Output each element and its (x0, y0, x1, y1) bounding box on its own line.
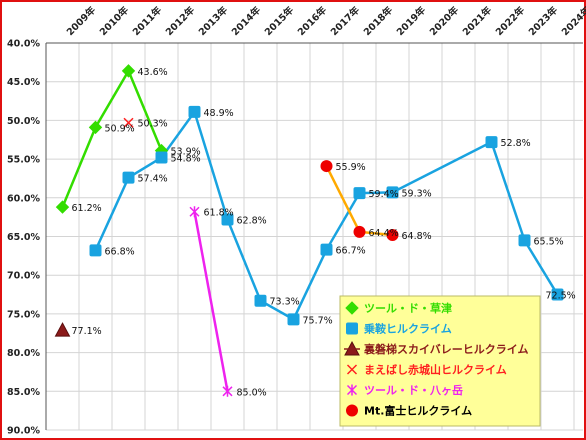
circle-marker (320, 160, 333, 173)
data-label: 54.8% (171, 154, 201, 165)
square-marker (122, 171, 135, 184)
data-label: 59.3% (402, 188, 432, 199)
square-marker (485, 136, 498, 149)
y-tick-label: 45.0% (7, 77, 40, 88)
triangle-marker (54, 322, 71, 337)
legend-entry-label: 裏磐梯スカイバレーヒルクライム (363, 342, 529, 356)
star-marker (346, 384, 358, 396)
square-marker (89, 244, 102, 257)
series-line (61, 68, 163, 208)
data-label: 50.9% (105, 123, 135, 134)
y-tick-label: 80.0% (7, 348, 40, 359)
y-tick-label: 75.0% (7, 309, 40, 320)
square-marker (254, 294, 267, 307)
square-marker (155, 151, 168, 164)
data-label: 53.9% (171, 147, 201, 158)
data-label: 57.4% (138, 174, 168, 185)
square-marker (188, 105, 201, 118)
data-label: 59.4% (369, 189, 399, 200)
legend: ツール・ド・草津乗鞍ヒルクライム裏磐梯スカイバレーヒルクライムまえばし赤城山ヒル… (339, 295, 541, 427)
square-marker (551, 288, 564, 301)
x-marker (123, 117, 134, 128)
data-label: 50.3% (138, 119, 168, 130)
data-label: 64.4% (369, 228, 399, 239)
data-label: 43.6% (138, 67, 168, 78)
legend-entry-label: ツール・ド・草津 (364, 301, 452, 315)
y-tick-label: 50.0% (7, 116, 40, 127)
circle-marker (353, 225, 366, 238)
data-label: 72.5% (546, 291, 576, 302)
y-tick-label: 70.0% (7, 271, 40, 282)
y-tick-label: 40.0% (7, 39, 40, 50)
square-marker (221, 213, 234, 226)
data-label: 55.9% (336, 162, 366, 173)
square-marker (320, 243, 333, 256)
square-marker (353, 187, 366, 200)
star-marker (189, 206, 200, 218)
data-labels: 61.2% 50.9% 43.6% 53.9% 66.8% 57.4%54.8% 48.9%… (72, 67, 576, 398)
y-tick-label: 90.0% (7, 426, 40, 437)
data-label: 73.3% (270, 297, 300, 308)
data-label: 61.2% (72, 203, 102, 214)
data-label: 85.0% (237, 387, 267, 398)
legend-box (339, 295, 541, 427)
y-tick-label: 85.0% (7, 387, 40, 398)
series-markers (54, 64, 564, 397)
circle-marker (386, 228, 399, 241)
data-label: 62.8% (237, 215, 267, 226)
square-marker (287, 313, 300, 326)
legend-entry-label: Mt.富士ヒルクライム (364, 404, 472, 418)
square-marker (386, 186, 399, 199)
data-label: 48.9% (204, 108, 234, 119)
diamond-marker (121, 64, 136, 78)
diamond-marker (345, 301, 359, 315)
series-line (193, 211, 229, 392)
y-tick-label: 55.0% (7, 155, 40, 166)
legend-entry-label: まえばし赤城山ヒルクライム (364, 363, 507, 377)
data-label: 64.8% (402, 231, 432, 242)
square-marker (346, 322, 358, 335)
data-label: 77.1% (72, 326, 102, 337)
data-label: 75.7% (303, 315, 333, 326)
data-label: 61.8% (204, 208, 234, 219)
y-tick-label: 65.0% (7, 232, 40, 243)
data-label: 52.8% (501, 138, 531, 149)
legend-entry-label: 乗鞍ヒルクライム (364, 322, 452, 336)
diamond-marker (88, 120, 103, 135)
square-marker (518, 234, 531, 247)
legend-entry-label: ツール・ド・八ヶ岳 (364, 383, 463, 397)
y-tick-label: 60.0% (7, 193, 40, 204)
star-marker (222, 385, 233, 397)
circle-marker (346, 404, 358, 417)
data-label: 66.8% (105, 246, 135, 257)
x-marker (346, 364, 358, 375)
data-label: 65.5% (534, 236, 564, 247)
data-label: 66.7% (336, 246, 366, 257)
diamond-marker (55, 200, 70, 214)
